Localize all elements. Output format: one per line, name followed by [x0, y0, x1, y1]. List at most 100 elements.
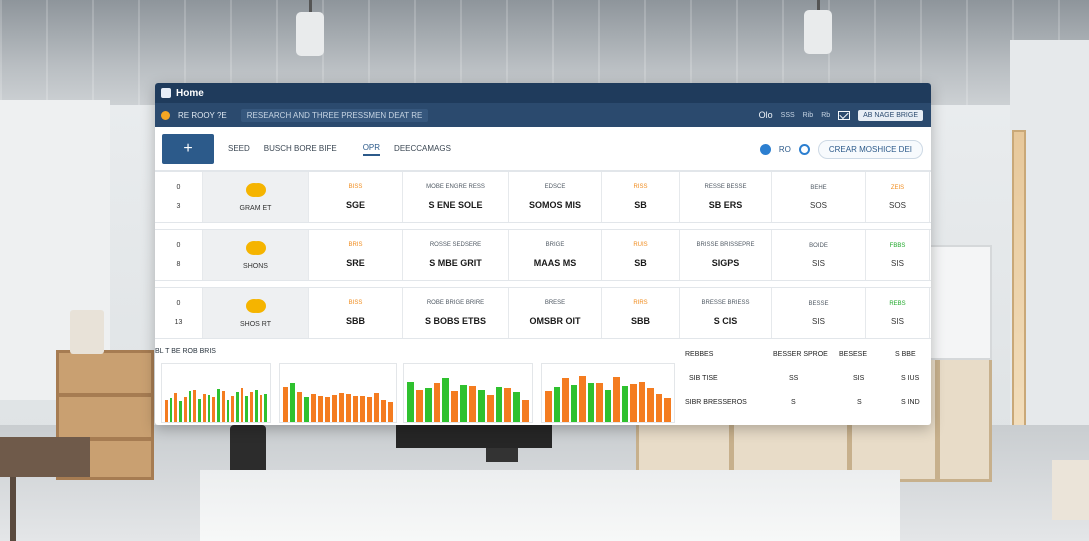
table-row[interactable]: SIBR BRESSEROS S S S IND [685, 399, 920, 406]
chart-bar [198, 399, 201, 422]
grid-cell[interactable]: BRISSE BRISSEPRE SIGPS [680, 230, 772, 280]
chart-bar [188, 391, 192, 422]
add-button[interactable]: + [162, 133, 214, 164]
grid-cell[interactable]: FBBS SIS [866, 230, 930, 280]
window-titlebar: Home [155, 83, 931, 103]
navbar-right: Olo SSS Rib Rb AB NAGE BRIGE [759, 103, 923, 127]
bar-chart-4[interactable] [541, 363, 675, 423]
table-row[interactable]: 0 13 SHOS RT BISS SBB ROBE BRIGE BRIRE S BO… [155, 287, 931, 339]
monitor-stand [486, 448, 518, 462]
chart-bar [504, 388, 512, 422]
chart-bar [522, 400, 530, 422]
grid-cell[interactable]: RISS SB [602, 172, 680, 222]
chart-bar [207, 395, 211, 422]
grid-cell[interactable]: BOIDE SIS [772, 230, 866, 280]
table [200, 470, 900, 541]
chart-bar [381, 400, 386, 422]
row-name-cell[interactable]: SHOS RT [203, 288, 309, 338]
row-name: GRAM ET [239, 204, 272, 212]
grid-cell[interactable]: BEHE SOS [772, 172, 866, 222]
nav-item[interactable]: Rib [802, 111, 814, 119]
grid-cell[interactable]: ROSSE SEDSERE S MBE GRIT [403, 230, 509, 280]
tab-deeccamags[interactable]: DEECCAMAGS [394, 144, 451, 153]
grid-cell[interactable]: BRIS SRE [309, 230, 403, 280]
nav-item[interactable]: SSS [780, 111, 795, 119]
row-name: SHOS RT [240, 320, 271, 328]
lamp-cord [817, 0, 820, 10]
chart-bar [165, 400, 168, 422]
tab-seed[interactable]: SEED [228, 144, 250, 153]
storage-bin [1052, 460, 1089, 520]
white-cabinet [925, 245, 992, 360]
chart-bar [311, 394, 316, 422]
chart-bar [346, 394, 351, 422]
grid-cell[interactable]: BESSE SIS [772, 288, 866, 338]
bar-chart-3[interactable] [403, 363, 533, 423]
toolbar-tools: RO CREAR MOSHICE DEI [759, 127, 923, 171]
chart-bar [415, 390, 423, 422]
desk [0, 437, 90, 477]
chart-bar [433, 383, 441, 422]
bar-chart-1[interactable] [161, 363, 271, 423]
grid-cell[interactable]: REBS SIS [866, 288, 930, 338]
mail-icon[interactable] [838, 110, 851, 120]
grid-cell[interactable]: BRIGE MAAS MS [509, 230, 602, 280]
nav-link[interactable]: RE ROOY ?E [178, 110, 227, 120]
grid-cell[interactable]: BRESSE BRIESS S CIS [680, 288, 772, 338]
grid-cell[interactable]: ZEIS SOS [866, 172, 930, 222]
chart-bar [236, 392, 239, 422]
grid-cell[interactable]: RESSE BESSE SB ERS [680, 172, 772, 222]
create-button[interactable]: CREAR MOSHICE DEI [817, 139, 923, 159]
toolbar: + SEED BUSCH BORE BIFE OPR DEECCAMAGS RO… [155, 127, 931, 171]
chart-bar [193, 390, 197, 422]
grid-cell[interactable]: BRESE OMSBR OIT [509, 288, 602, 338]
summary-table: REBBES BESSER SPROE BESESE S BBE SIB TIS… [681, 345, 931, 425]
grid-cell[interactable]: ROBE BRIGE BRIRE S BOBS ETBS [403, 288, 509, 338]
section-label: BL T BE ROB BRIS [155, 348, 216, 355]
chart-bar [169, 398, 173, 422]
window-title: Home [176, 87, 204, 99]
chart-bar [212, 397, 216, 422]
user-chip[interactable]: AB NAGE BRIGE [858, 109, 923, 121]
coins-icon [245, 298, 262, 313]
chart-bar [495, 387, 503, 422]
chart-bar [469, 386, 476, 422]
settings-icon[interactable] [798, 143, 810, 155]
bar-chart-2[interactable] [279, 363, 397, 423]
grid-cell[interactable]: RUIS SB [602, 230, 680, 280]
refresh-icon[interactable] [759, 143, 771, 155]
chart-bar [638, 382, 646, 422]
nav-item[interactable]: Rb [821, 111, 831, 119]
chart-bar [245, 396, 249, 422]
grid-cell[interactable]: EDSCE SOMOS MIS [509, 172, 602, 222]
chart-bar [513, 392, 521, 422]
row-name-cell[interactable]: SHONS [203, 230, 309, 280]
grid-cell[interactable]: RIRS SBB [602, 288, 680, 338]
chart-bar [297, 392, 302, 422]
grid-cell[interactable]: MOBE ENGRE RESS S ENE SOLE [403, 172, 509, 222]
chart-bar [442, 378, 450, 422]
grid-cell[interactable]: BISS SGE [309, 172, 403, 222]
table-row[interactable]: SIB TISE SS SIS S IUS [689, 375, 920, 382]
lower-section: BL T BE ROB BRIS REBBES BESSER SPROE BES… [155, 345, 931, 425]
tab-busch[interactable]: BUSCH BORE BIFE [263, 144, 337, 153]
brand-logo-icon[interactable] [161, 110, 170, 120]
tab-opr[interactable]: OPR [362, 141, 381, 156]
chart-bar [596, 383, 603, 422]
chart-bar [318, 396, 323, 422]
chart-bar [283, 387, 288, 422]
breadcrumb[interactable]: RESEARCH AND THREE PRESSMEN DEAT RE [240, 108, 429, 122]
nav-label[interactable]: Olo [758, 110, 773, 120]
chart-bar [290, 383, 295, 422]
monitor [396, 424, 552, 448]
chart-bar [254, 390, 258, 422]
chart-bar [374, 393, 379, 422]
row-name-cell[interactable]: GRAM ET [203, 172, 309, 222]
chart-bar [664, 398, 671, 422]
tool-label[interactable]: RO [778, 144, 791, 154]
grid-cell[interactable]: BISS SBB [309, 288, 403, 338]
